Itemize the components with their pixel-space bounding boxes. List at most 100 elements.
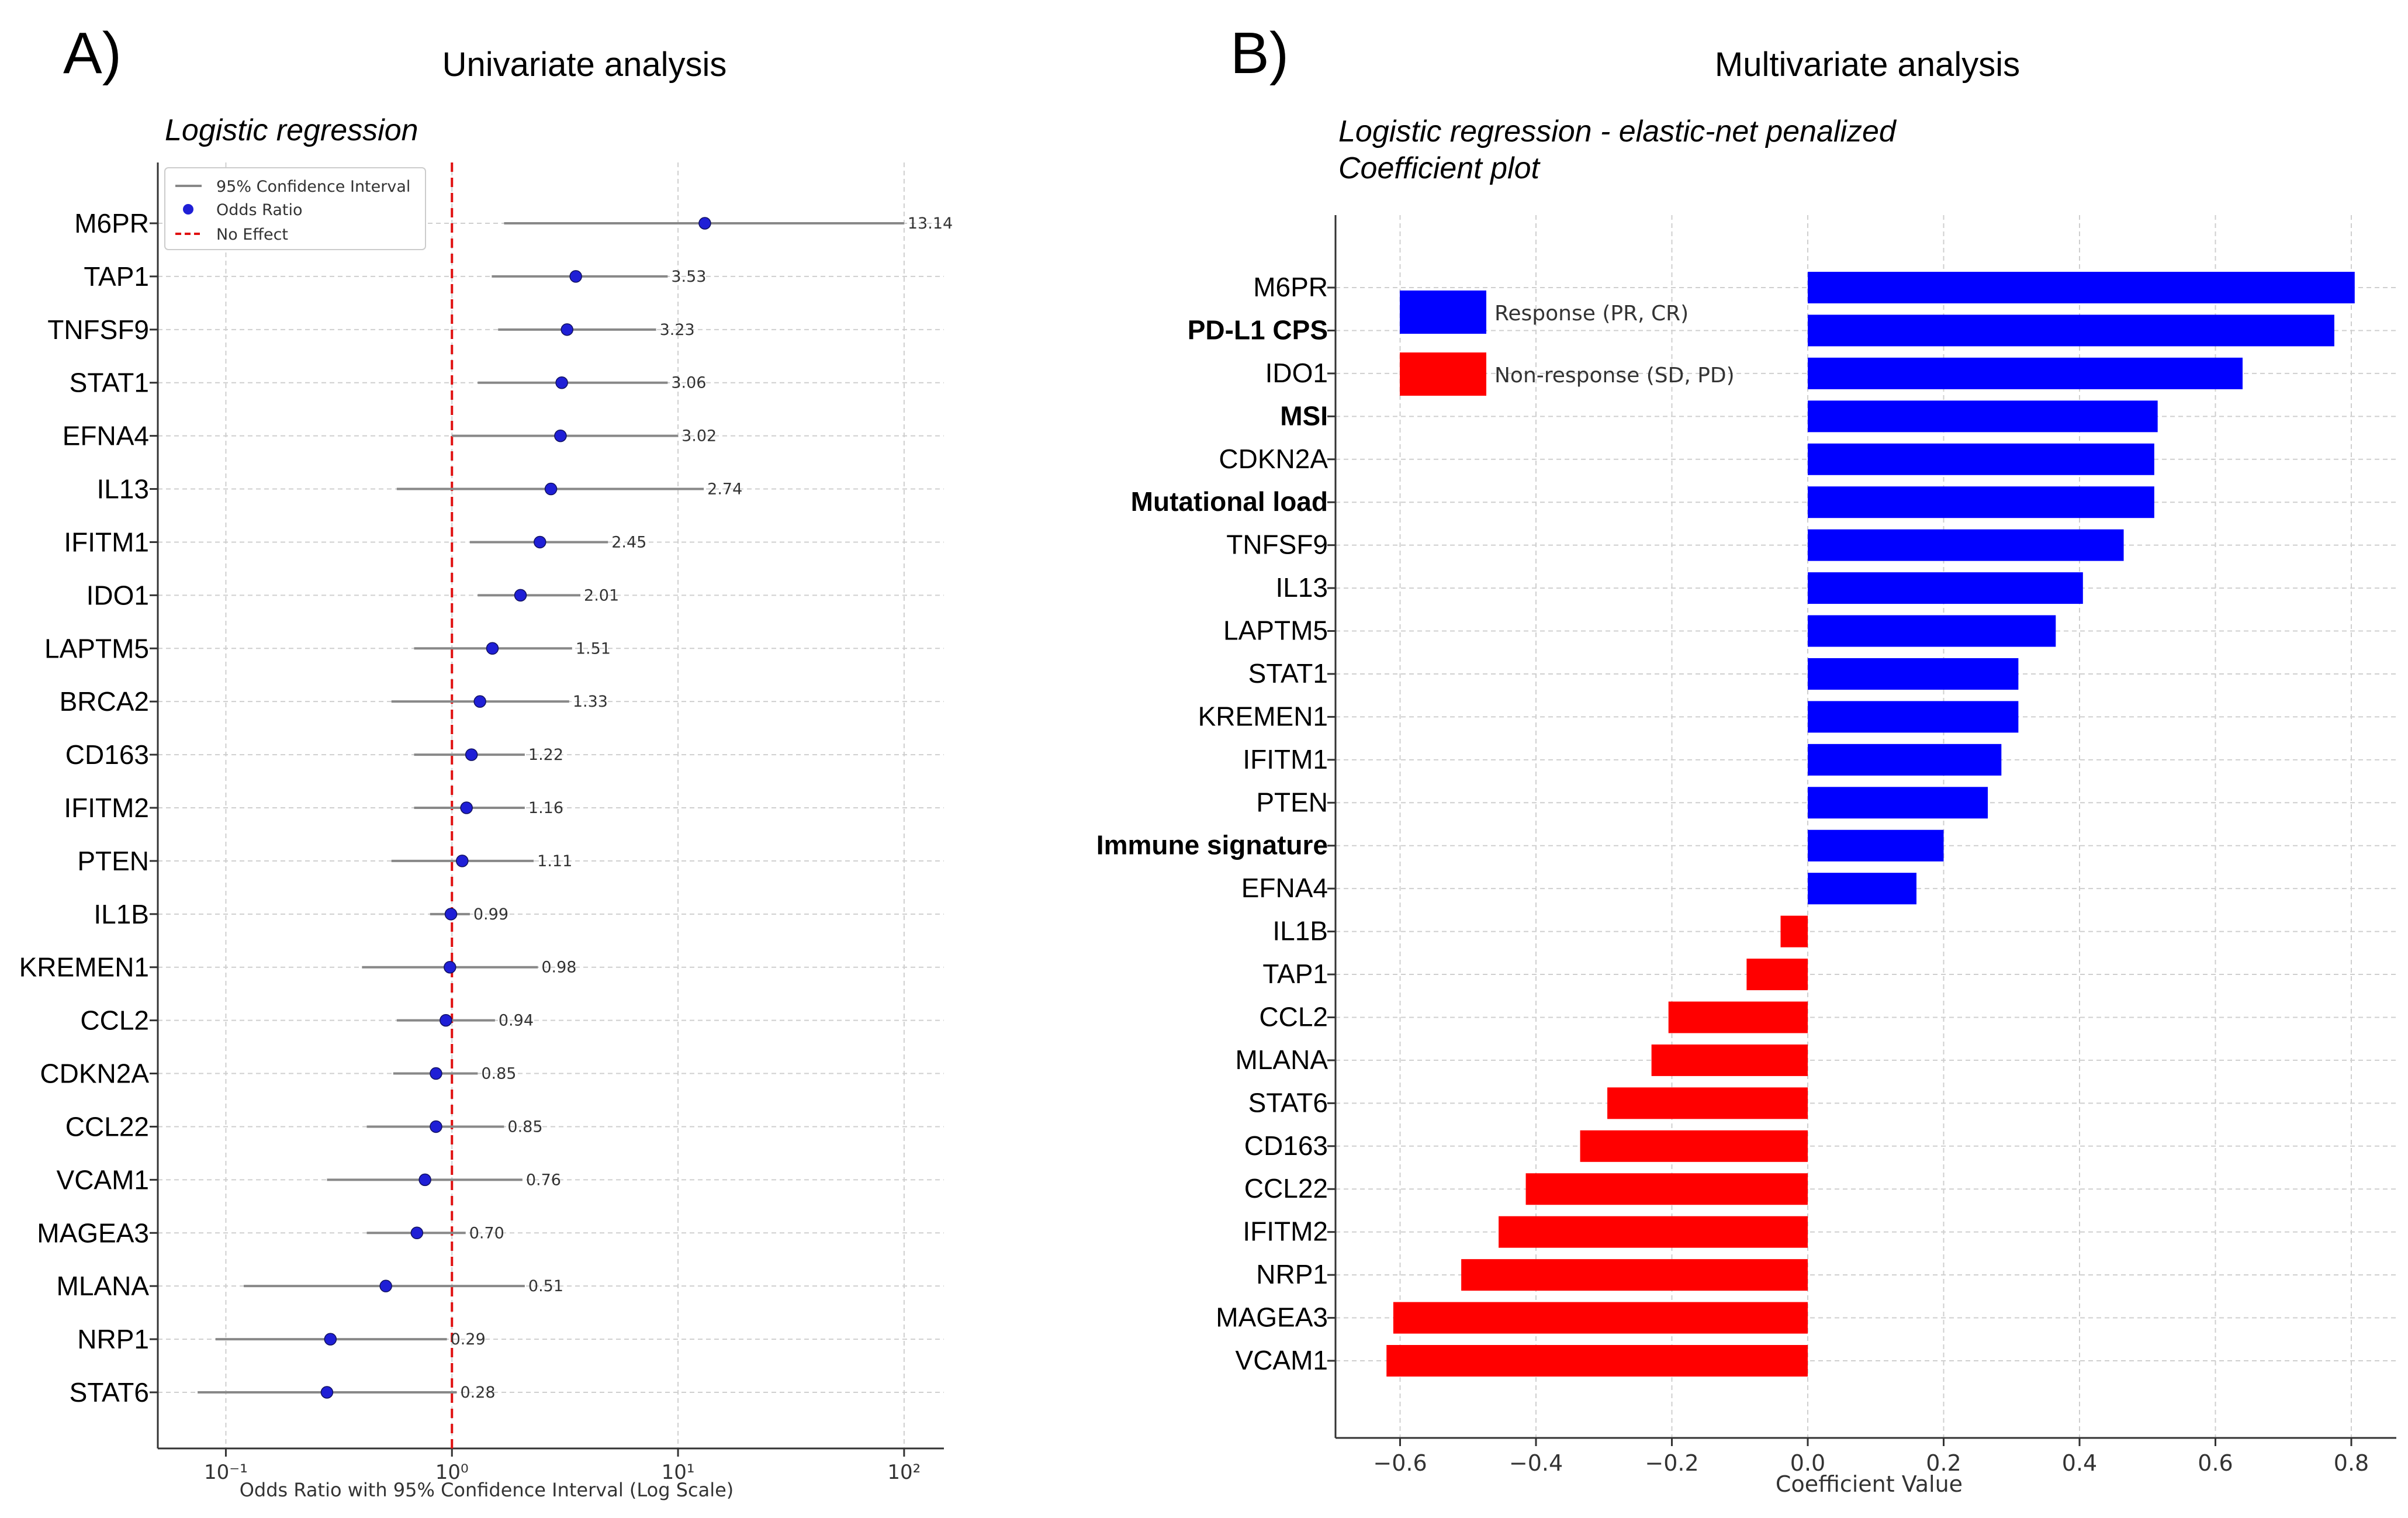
y-tick-label: Mutational load: [1131, 486, 1328, 517]
coefficient-bar: [1386, 1345, 1808, 1377]
x-tick-label: 10¹: [662, 1461, 695, 1484]
y-tick-label: KREMEN1: [1198, 701, 1328, 731]
y-tick-label: EFNA4: [1241, 873, 1328, 903]
coefficient-bar: [1746, 959, 1808, 991]
x-tick-label: −0.6: [1373, 1450, 1427, 1476]
odds-ratio-point: [460, 801, 473, 814]
odds-ratio-label: 3.23: [660, 321, 695, 339]
odds-ratio-point: [456, 855, 469, 867]
coefficient-bar: [1808, 443, 2154, 475]
odds-ratio-label: 0.28: [460, 1384, 495, 1402]
coefficient-bar: [1808, 314, 2334, 347]
odds-ratio-point: [698, 217, 711, 230]
odds-ratio-label: 0.76: [526, 1171, 561, 1189]
y-tick-label: IFITM2: [1243, 1216, 1328, 1247]
y-tick-label: MAGEA3: [37, 1218, 149, 1248]
panel-b-title: Multivariate analysis: [1715, 46, 2020, 84]
y-tick-label: CCL22: [65, 1111, 149, 1142]
legend-response-swatch: [1400, 291, 1486, 334]
coefficient-bar: [1808, 572, 2083, 604]
odds-ratio-label: 1.33: [573, 693, 608, 711]
coefficient-bar-chart: M6PR PD-L1 CPS IDO1 MSI CDKN2A Mutational loa…: [1096, 215, 2396, 1497]
y-tick-label: M6PR: [1253, 272, 1328, 302]
coefficient-bar: [1808, 357, 2243, 389]
coefficient-bar: [1668, 1001, 1808, 1033]
legend-response-label: Response (PR, CR): [1494, 302, 1689, 326]
odds-ratio-label: 0.85: [481, 1065, 516, 1083]
odds-ratio-label: 3.06: [671, 374, 706, 392]
y-tick-label: PTEN: [1256, 787, 1328, 817]
y-tick-label: TAP1: [84, 261, 149, 292]
odds-ratio-label: 2.01: [584, 586, 619, 604]
odds-ratio-point: [320, 1386, 334, 1399]
odds-ratio-label: 1.51: [576, 639, 611, 658]
panel-b-subtitle-line1: Logistic regression - elastic-net penali…: [1338, 115, 1897, 148]
odds-ratio-label: 0.29: [451, 1330, 486, 1348]
coefficient-bar: [1808, 829, 1944, 862]
odds-ratio-label: 0.99: [473, 905, 508, 924]
odds-ratio-point: [473, 695, 486, 708]
y-tick-label: CCL22: [1244, 1173, 1328, 1204]
y-tick-label: CDKN2A: [40, 1059, 149, 1089]
coefficient-bar: [1808, 873, 1916, 905]
odds-ratio-point: [410, 1226, 424, 1240]
x-tick-label: 0.8: [2334, 1450, 2369, 1476]
y-tick-label: VCAM1: [57, 1164, 149, 1195]
y-tick-label: NRP1: [1256, 1259, 1328, 1289]
odds-ratio-label: 0.98: [541, 959, 576, 977]
odds-ratio-label: 0.70: [469, 1224, 504, 1242]
legend-point-label: Odds Ratio: [216, 201, 303, 219]
y-tick-label: PTEN: [77, 846, 149, 876]
odds-ratio-point: [569, 270, 582, 283]
y-tick-label: Immune signature: [1096, 830, 1328, 860]
x-tick-label: 0.0: [1790, 1450, 1825, 1476]
odds-ratio-label: 1.16: [528, 799, 563, 817]
y-tick-label: CCL2: [1259, 1001, 1328, 1032]
odds-ratio-point: [430, 1067, 442, 1080]
y-tick-label: LAPTM5: [44, 633, 149, 663]
odds-ratio-label: 0.85: [507, 1118, 542, 1136]
y-tick-label: IL1B: [94, 899, 149, 929]
panel-a-subtitle: Logistic regression: [165, 113, 418, 147]
y-tick-label: STAT6: [1248, 1087, 1328, 1118]
odds-ratio-label: 1.11: [537, 852, 572, 870]
odds-ratio-point: [465, 748, 478, 761]
odds-ratio-point: [555, 376, 568, 389]
y-tick-label: PD-L1 CPS: [1188, 314, 1328, 345]
x-tick-label: −0.2: [1645, 1450, 1698, 1476]
y-tick-label: IL1B: [1272, 916, 1328, 946]
legend-nonresponse-label: Non-response (SD, PD): [1494, 364, 1735, 388]
x-tick-label: −0.4: [1509, 1450, 1563, 1476]
coefficient-bar: [1808, 744, 2002, 776]
y-tick-label: TNFSF9: [47, 314, 149, 345]
coefficient-bar: [1499, 1216, 1808, 1248]
y-tick-label: LAPTM5: [1223, 616, 1328, 646]
x-tick-label: 10⁻¹: [204, 1461, 248, 1484]
y-tick-label: IDO1: [87, 580, 149, 610]
y-tick-label: CCL2: [80, 1005, 149, 1036]
coefficient-bar: [1808, 701, 2019, 733]
y-tick-label: IL13: [1275, 572, 1328, 603]
legend-ref-label: No Effect: [216, 226, 288, 244]
odds-ratio-label: 1.22: [528, 746, 563, 764]
odds-ratio-point: [324, 1333, 337, 1346]
legend-box: [164, 167, 426, 250]
odds-ratio-point: [554, 429, 567, 442]
y-tick-label: IFITM2: [64, 793, 149, 823]
x-tick-label: 10⁰: [435, 1461, 469, 1484]
x-tick-label: 10²: [887, 1461, 921, 1484]
y-tick-label: CD163: [1244, 1130, 1328, 1161]
y-tick-label: IDO1: [1265, 358, 1328, 388]
odds-ratio-point: [444, 908, 458, 921]
x-axis-title: Odds Ratio with 95% Confidence Interval …: [240, 1479, 734, 1501]
x-tick-label: 0.6: [2198, 1450, 2233, 1476]
y-tick-label: NRP1: [77, 1324, 149, 1354]
coefficient-bar: [1808, 658, 2019, 690]
y-tick-label: MSI: [1280, 400, 1328, 431]
y-tick-label: IL13: [96, 474, 149, 504]
coefficient-bar: [1580, 1130, 1808, 1162]
odds-ratio-point: [534, 535, 546, 549]
panel-a-title: Univariate analysis: [442, 46, 727, 84]
odds-ratio-point: [418, 1173, 431, 1187]
